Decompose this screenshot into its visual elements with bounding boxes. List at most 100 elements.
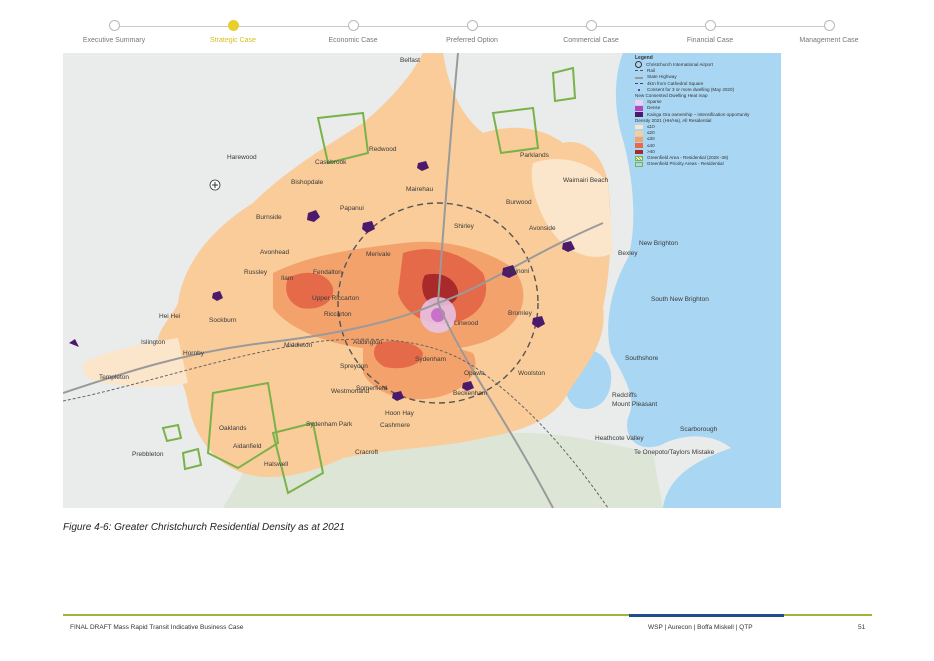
legend-label: Density 2021 (HH/Ha), All Residential	[635, 117, 712, 123]
legend-row: ≤20	[635, 130, 777, 136]
legend-label: ≤20	[647, 130, 655, 136]
greenfield-north	[491, 106, 540, 155]
place-label: Russley	[244, 269, 268, 276]
place-label: Sydenham	[415, 356, 447, 363]
place-label: Riccarton	[324, 311, 352, 318]
greenfield-swatch	[635, 155, 643, 161]
density-40-riccarton	[286, 272, 334, 309]
rail-line	[63, 338, 609, 508]
step-preferred-option[interactable]: Preferred Option	[412, 18, 532, 44]
legend-row: Sparse	[635, 99, 777, 105]
density-swatch	[635, 143, 643, 149]
urban-sparse-east	[531, 159, 613, 257]
place-label: Beckenham	[453, 390, 488, 397]
step-label: Commercial Case	[563, 37, 619, 44]
place-label: Sydenham Park	[306, 421, 353, 428]
place-label: Upper Riccarton	[312, 295, 359, 302]
kainga-swatch	[635, 112, 643, 118]
legend-label: ≤10	[647, 124, 655, 130]
kainga-ora-cluster	[462, 381, 474, 391]
legend-row: Rail	[635, 68, 777, 74]
place-label: Papanui	[340, 205, 364, 212]
place-label: Sockburn	[209, 317, 237, 324]
place-label: Westmorland	[331, 388, 370, 395]
legend-label: Greenfield Priority Areas - Residential	[647, 161, 724, 167]
footer-rule	[63, 614, 872, 617]
place-label: Parklands	[520, 152, 549, 159]
legend-row: Density 2021 (HH/Ha), All Residential	[635, 118, 777, 124]
place-label: Avonside	[529, 225, 556, 232]
step-dot	[347, 20, 359, 31]
step-economic-case[interactable]: Economic Case	[293, 18, 413, 44]
legend-row: State Highway	[635, 74, 777, 80]
place-label: Woolston	[518, 370, 545, 377]
port-hills	[223, 432, 663, 508]
rail-swatch	[635, 70, 643, 72]
step-label: Management Case	[799, 37, 859, 44]
kainga-ora-cluster	[502, 265, 517, 278]
pacific-ocean	[608, 53, 781, 508]
legend-row: Christchurch International Airport	[635, 61, 777, 69]
step-management-case[interactable]: Management Case	[769, 18, 889, 44]
kainga-ora-cluster	[562, 241, 575, 252]
place-label: Addington	[353, 339, 383, 346]
place-label: Avonhead	[260, 249, 290, 256]
density-swatch	[635, 149, 643, 155]
legend-row: ≤40	[635, 143, 777, 149]
place-label: Halswell	[264, 461, 289, 468]
legend-row: Consent for 3 or more dwelling (May 2020…	[635, 87, 777, 93]
place-label: Te Onepoto/Taylors Mistake	[634, 449, 715, 456]
legend-row: 4km from Cathedral Square	[635, 81, 777, 87]
place-label: Scarborough	[680, 426, 718, 433]
place-label: Harewood	[227, 154, 257, 161]
legend-label: Rail	[647, 68, 655, 74]
place-label: Middleton	[284, 342, 313, 349]
step-label: Economic Case	[328, 37, 378, 44]
greenfield-priority-swatch	[635, 161, 643, 167]
place-label: Southshore	[625, 355, 659, 362]
density-swatch	[635, 124, 643, 130]
kainga-ora-cluster	[532, 316, 545, 328]
figure-caption: Figure 4-6: Greater Christchurch Residen…	[63, 522, 345, 533]
legend-label: Christchurch International Airport	[646, 61, 713, 67]
greenfield-northwest	[316, 111, 370, 165]
step-label: Executive Summary	[82, 37, 146, 44]
step-dot	[108, 20, 120, 31]
legend-label: Sparse	[647, 99, 662, 105]
map-canvas	[63, 53, 781, 508]
dense-swatch	[635, 106, 643, 111]
step-financial-case[interactable]: Financial Case	[650, 18, 770, 44]
legend-label: Consent for 3 or more dwelling (May 2020…	[647, 86, 735, 92]
place-label: Shirley	[454, 223, 474, 230]
place-label: Ilam	[281, 275, 294, 282]
legend-row: Greenfield Area - Residential (2028 -38)	[635, 155, 777, 161]
step-executive-summary[interactable]: Executive Summary	[54, 18, 174, 44]
step-label: Financial Case	[686, 37, 734, 44]
place-label: Aidanfield	[233, 443, 262, 450]
ring-4km	[337, 202, 539, 404]
place-label: Wainoni	[506, 268, 530, 275]
map-legend: Legend Christchurch International Airpor…	[635, 55, 777, 167]
step-strategic-case[interactable]: Strategic Case	[173, 18, 293, 44]
place-label: Waimairi Beach	[563, 177, 609, 184]
step-commercial-case[interactable]: Commercial Case	[531, 18, 651, 44]
place-label: Heathcote Valley	[595, 435, 644, 442]
legend-row: ≤30	[635, 136, 777, 142]
place-label: Bexley	[618, 250, 638, 257]
legend-label: Dense	[647, 105, 661, 111]
legend-label: Greenfield Area - Residential (2028 -38)	[647, 155, 729, 161]
kainga-ora-cluster	[307, 210, 320, 222]
place-label: Bishopdale	[291, 179, 324, 186]
document-progress-nav: Executive Summary Strategic Case Economi…	[70, 18, 872, 48]
place-label: Redwood	[369, 146, 397, 153]
state-highway-north	[437, 53, 459, 304]
ring-swatch	[635, 82, 643, 85]
urban-sparse-west	[82, 338, 188, 387]
place-label: Fendalton	[313, 269, 342, 276]
place-label: Burwood	[506, 199, 532, 206]
place-label: Prebbleton	[132, 451, 164, 458]
place-label: Spreydon	[340, 363, 368, 370]
place-label: Cashmere	[380, 422, 410, 429]
page-number: 51	[858, 624, 866, 631]
place-label: Hornby	[183, 350, 204, 357]
